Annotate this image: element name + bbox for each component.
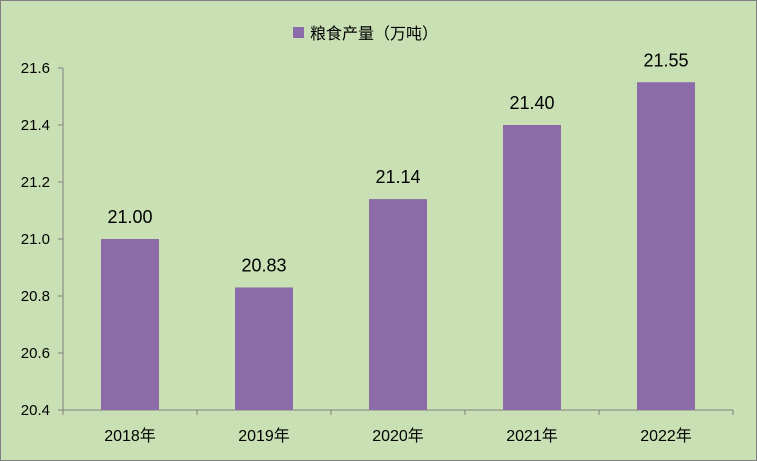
data-label: 21.00: [107, 207, 152, 227]
y-tick-label: 20.8: [21, 288, 50, 305]
bar-2022: [637, 82, 695, 410]
legend-label: 粮食产量（万吨）: [310, 24, 439, 43]
data-label: 21.14: [375, 167, 420, 187]
data-label: 21.40: [509, 93, 554, 113]
x-category-label: 2021年: [506, 427, 558, 445]
bar-2018: [101, 239, 159, 410]
data-label: 20.83: [241, 255, 286, 275]
legend: 粮食产量（万吨）: [293, 20, 438, 44]
y-tick-label: 20.6: [21, 345, 50, 362]
bar-2020: [369, 199, 427, 410]
x-category-label: 2020年: [372, 427, 424, 445]
y-tick-label: 21.4: [21, 117, 50, 134]
y-tick-label: 20.4: [21, 402, 50, 419]
x-category-label: 2018年: [104, 427, 156, 445]
y-tick-label: 21.2: [21, 174, 50, 191]
data-label: 21.55: [643, 50, 688, 70]
x-category-label: 2019年: [238, 427, 290, 445]
x-category-label: 2022年: [640, 427, 692, 445]
y-tick-label: 21.6: [21, 60, 50, 77]
bar-2021: [503, 125, 561, 410]
bar-2019: [235, 287, 293, 410]
legend-swatch: [293, 26, 304, 38]
y-tick-label: 21.0: [21, 231, 50, 248]
